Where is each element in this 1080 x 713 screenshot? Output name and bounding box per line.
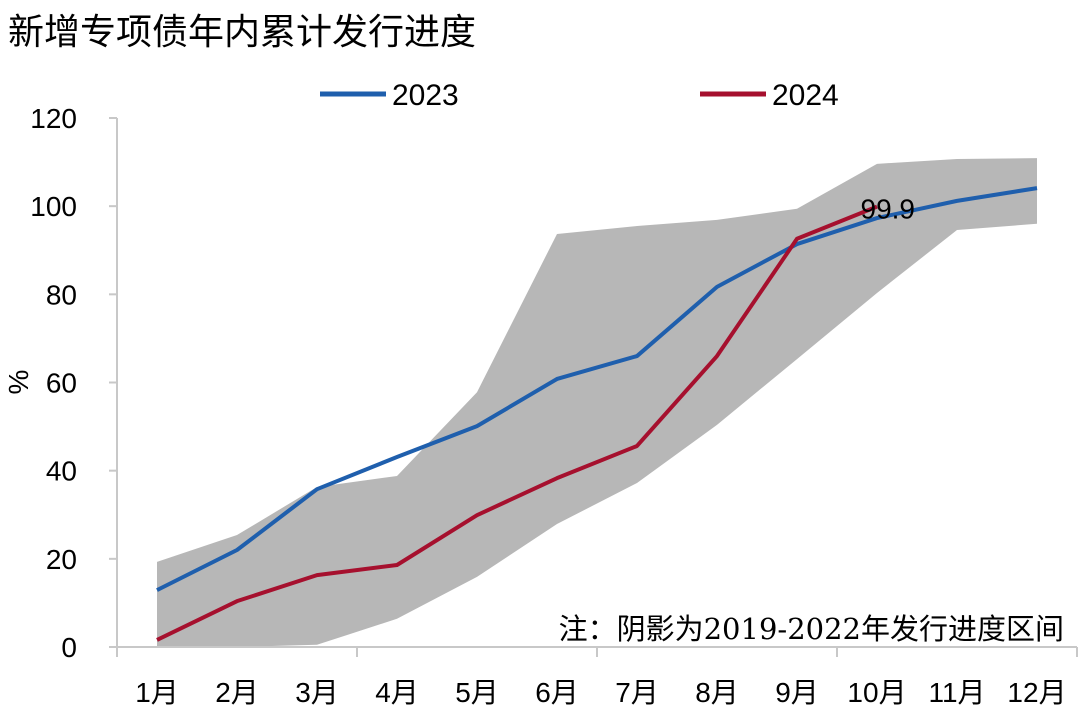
x-tick-label: 8月 [695,677,739,708]
x-tick-label: 5月 [455,677,499,708]
x-tick-label: 9月 [775,677,819,708]
chart-note: 注：阴影为2019-2022年发行进度区间 [559,612,1064,646]
x-tick-label: 2月 [215,677,259,708]
y-tick-label: 60 [46,368,77,399]
data-label: 99.9 [861,194,916,225]
y-tick-label: 80 [46,279,77,310]
series-line-2023 [156,186,1038,592]
x-tick-label: 11月 [928,677,985,708]
x-tick-label: 12月 [1007,677,1066,708]
series-line-2024 [156,204,878,642]
x-tick-label: 7月 [615,677,659,708]
y-tick-label: 100 [30,191,77,222]
legend-label-2024: 2024 [772,79,839,112]
x-tick-label: 3月 [295,677,339,708]
x-tick-label: 4月 [375,677,419,708]
y-tick-label: 40 [46,456,77,487]
legend-label-2023: 2023 [392,79,459,112]
y-tick-label: 0 [61,632,77,663]
y-axis-label: % [3,370,34,395]
x-tick-label: 10月 [847,677,906,708]
y-tick-label: 20 [46,544,77,575]
x-tick-label: 6月 [535,677,579,708]
y-tick-label: 120 [30,103,77,134]
x-tick-label: 1月 [135,677,179,708]
chart-title: 新增专项债年内累计发行进度 [8,12,476,53]
range-band [157,158,1037,647]
